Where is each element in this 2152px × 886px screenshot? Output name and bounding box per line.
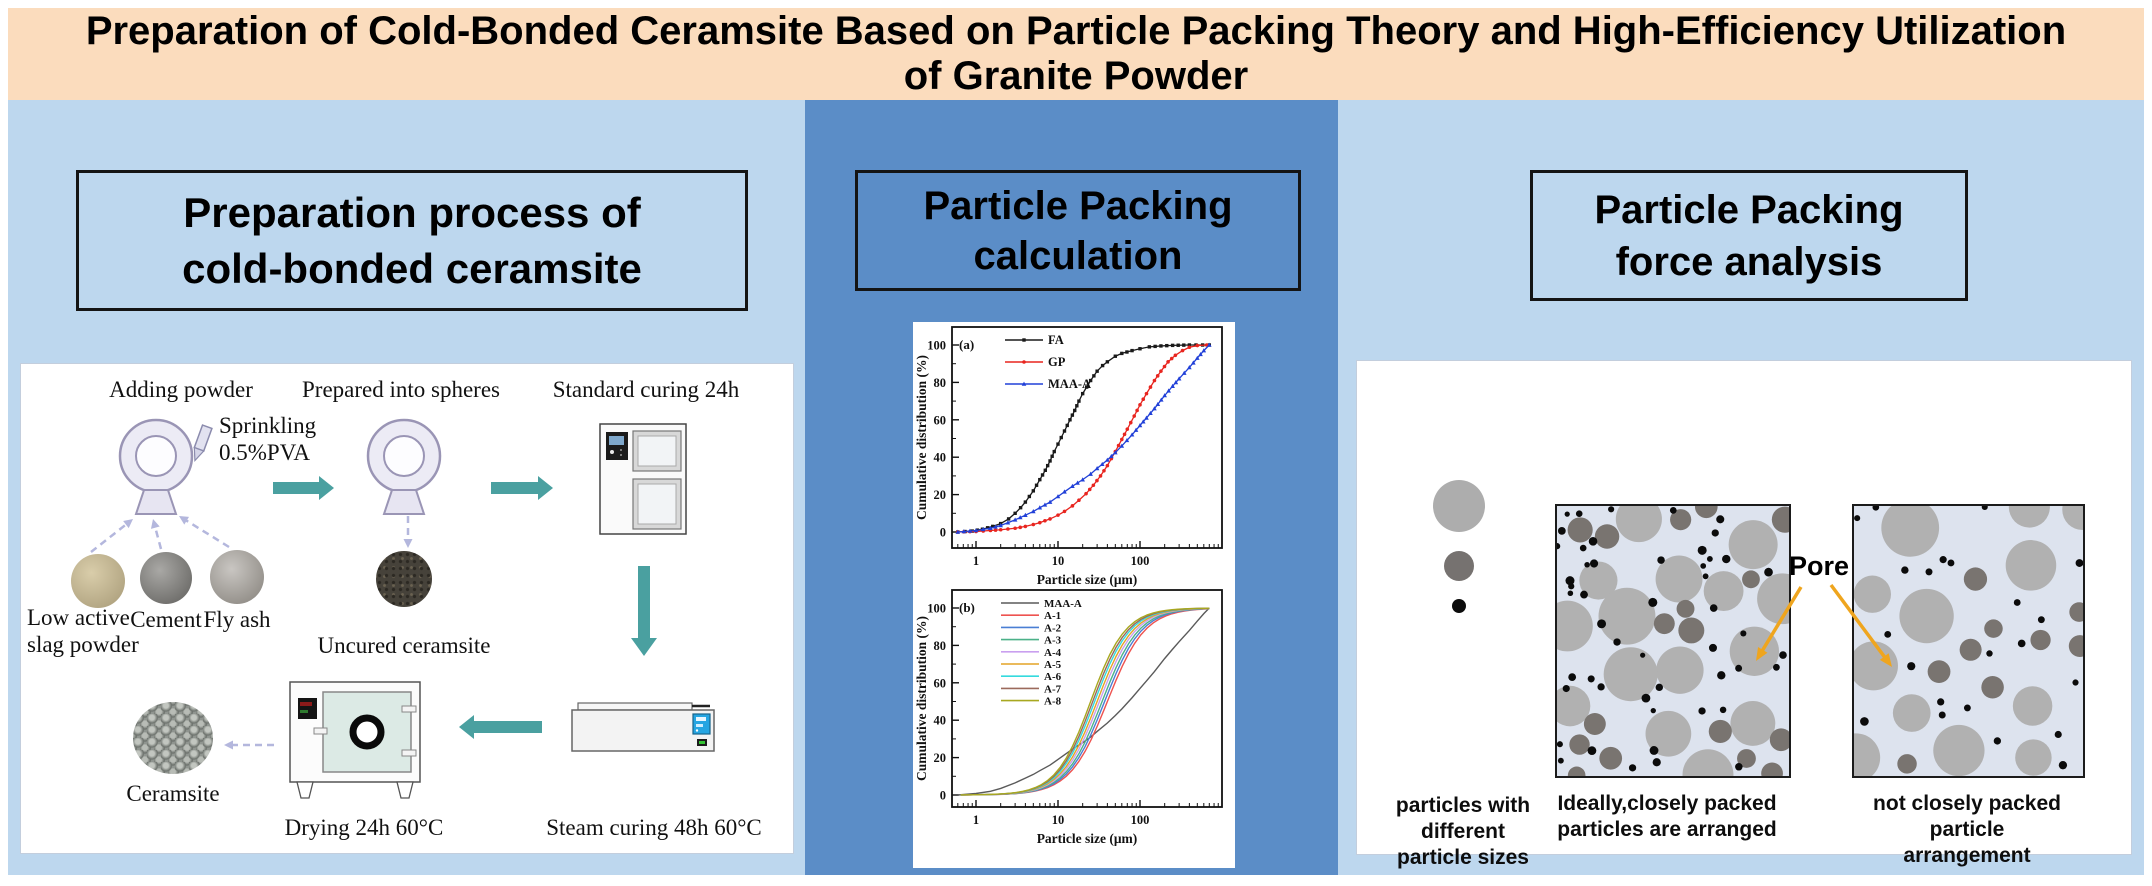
page-title: Preparation of Cold-Bonded Ceramsite Bas… xyxy=(86,9,2066,99)
page-title-line1: Preparation of Cold-Bonded Ceramsite Bas… xyxy=(85,9,2067,53)
svg-text:100: 100 xyxy=(1131,813,1150,827)
svg-text:Cumulative distribution (%): Cumulative distribution (%) xyxy=(914,355,929,520)
loose-packing-square xyxy=(1852,504,2085,778)
svg-text:1: 1 xyxy=(973,554,979,568)
cement-label: Cement xyxy=(130,607,202,632)
mid-title-line1: Particle Packing xyxy=(923,183,1233,228)
svg-text:Particle size (μm): Particle size (μm) xyxy=(1037,831,1138,846)
page-title-line2: of Granite Powder xyxy=(903,54,1249,98)
pore-arrows xyxy=(1756,583,1892,668)
fly-ash-label: Fly ash xyxy=(203,607,271,632)
svg-text:A-5: A-5 xyxy=(1044,659,1062,671)
svg-text:Particle size (μm): Particle size (μm) xyxy=(1037,572,1138,587)
svg-text:A-6: A-6 xyxy=(1044,671,1062,683)
ceramsite-label: Ceramsite xyxy=(126,781,220,806)
steam-curing-label: Steam curing 48h 60°C xyxy=(546,815,762,840)
svg-text:1: 1 xyxy=(973,813,979,827)
svg-text:GP: GP xyxy=(1048,355,1066,369)
low-active-slag-label: Low active slag powder xyxy=(27,605,139,657)
svg-text:100: 100 xyxy=(1131,554,1150,568)
svg-text:A-3: A-3 xyxy=(1044,635,1062,647)
svg-text:100: 100 xyxy=(927,339,946,353)
left-title-line1: Preparation process of xyxy=(183,188,641,236)
caption-ideal-packing: Ideally,closely packed particles are arr… xyxy=(1557,792,1777,841)
svg-text:10: 10 xyxy=(1052,813,1065,827)
medium-particle-icon xyxy=(1444,551,1474,581)
svg-text:10: 10 xyxy=(1052,554,1065,568)
right-section-title: Particle Packing force analysis xyxy=(1530,170,1968,301)
uncured-ceramsite-label: Uncured ceramsite xyxy=(317,633,491,658)
svg-text:(a): (a) xyxy=(959,337,974,352)
svg-text:20: 20 xyxy=(934,488,947,502)
svg-text:A-4: A-4 xyxy=(1044,647,1062,659)
svg-text:(b): (b) xyxy=(959,600,975,615)
svg-text:FA: FA xyxy=(1048,333,1064,347)
svg-text:40: 40 xyxy=(934,714,947,728)
loose-packing-illustration xyxy=(1854,506,2083,776)
right-title-line1: Particle Packing xyxy=(1594,187,1904,232)
svg-text:60: 60 xyxy=(934,676,947,690)
small-particle-icon xyxy=(1452,599,1466,613)
svg-text:MAA-A: MAA-A xyxy=(1044,598,1082,610)
ideal-packing-illustration xyxy=(1557,506,1789,776)
standard-curing-label: Standard curing 24h xyxy=(552,377,740,402)
curing-cabinet-icon xyxy=(599,423,687,535)
process-arrows xyxy=(90,476,657,750)
slag-powder-photo xyxy=(71,554,125,608)
fly-ash-photo xyxy=(210,550,264,604)
banner: Preparation of Cold-Bonded Ceramsite Bas… xyxy=(8,8,2144,100)
sprinkling-label: Sprinkling 0.5%PVA xyxy=(219,413,317,465)
svg-text:80: 80 xyxy=(934,376,947,390)
ideal-packing-square xyxy=(1555,504,1791,778)
svg-text:80: 80 xyxy=(934,639,947,653)
force-analysis-panel: Pore particles with different particle s… xyxy=(1356,360,2132,869)
svg-text:100: 100 xyxy=(927,602,946,616)
particle-size-charts: 0 20 40 60 80 100 1 10 100 Particle size (μm) Cumu… xyxy=(913,322,1235,868)
adding-powder-label: Adding powder xyxy=(109,377,253,402)
svg-text:A-1: A-1 xyxy=(1044,610,1061,622)
drying-label: Drying 24h 60°C xyxy=(284,815,444,840)
svg-text:60: 60 xyxy=(934,413,947,427)
right-title-line2: force analysis xyxy=(1615,239,1883,284)
steam-curing-machine-icon xyxy=(571,702,715,752)
sprinkler-pen-icon xyxy=(193,424,213,463)
mid-title-line2: calculation xyxy=(973,233,1183,278)
cement-photo xyxy=(140,552,192,604)
caption-loose-packing: not closely packed particle arrangement xyxy=(1873,792,2061,867)
svg-text:20: 20 xyxy=(934,751,947,765)
process-diagram: Adding powder Prepared into spheres Stan… xyxy=(20,363,794,854)
svg-text:40: 40 xyxy=(934,451,947,465)
svg-text:Cumulative distribution (%): Cumulative distribution (%) xyxy=(914,616,929,781)
svg-text:A-8: A-8 xyxy=(1044,696,1062,708)
svg-text:MAA-A: MAA-A xyxy=(1048,377,1091,391)
left-section-title: Preparation process of cold-bonded ceram… xyxy=(76,170,748,311)
caption-particle-sizes: particles with different particle sizes xyxy=(1395,794,1531,869)
svg-text:A-2: A-2 xyxy=(1044,622,1062,634)
prepared-into-spheres-label: Prepared into spheres xyxy=(302,377,500,402)
svg-text:A-7: A-7 xyxy=(1044,683,1062,695)
large-particle-icon xyxy=(1433,480,1485,532)
ceramsite-photo xyxy=(133,702,213,774)
drying-oven-icon xyxy=(289,681,421,799)
middle-section-title: Particle Packing calculation xyxy=(855,170,1301,291)
svg-text:0: 0 xyxy=(940,526,946,540)
left-title-line2: cold-bonded ceramsite xyxy=(182,244,642,292)
pore-label: Pore xyxy=(1789,551,1850,581)
uncured-ceramsite-photo xyxy=(376,551,432,607)
svg-text:0: 0 xyxy=(940,789,946,803)
